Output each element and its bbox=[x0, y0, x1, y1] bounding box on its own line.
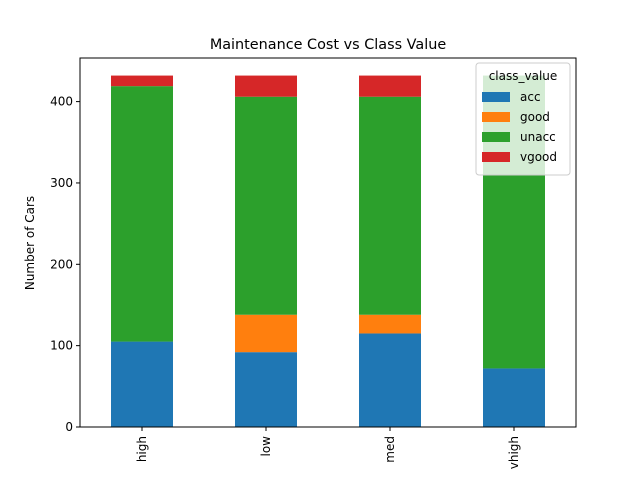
bar-low-unacc bbox=[235, 96, 297, 315]
legend-label-unacc: unacc bbox=[520, 130, 556, 144]
bar-med-unacc bbox=[359, 96, 421, 315]
bar-med-vgood bbox=[359, 75, 421, 97]
x-tick-label: high bbox=[135, 436, 149, 462]
legend: class_value acc good unacc vgood bbox=[475, 62, 571, 176]
legend-title: class_value bbox=[489, 69, 558, 83]
legend-box bbox=[475, 62, 571, 176]
legend-swatch-acc bbox=[482, 92, 510, 102]
x-tick-label: low bbox=[259, 436, 273, 457]
bar-low-acc bbox=[235, 352, 297, 427]
bar-med-acc bbox=[359, 333, 421, 427]
bar-high-vgood bbox=[111, 75, 173, 87]
bar-low-vgood bbox=[235, 75, 297, 97]
bar-vhigh-acc bbox=[483, 368, 545, 427]
y-tick-label: 200 bbox=[50, 257, 73, 271]
bar-high-unacc bbox=[111, 86, 173, 342]
legend-items: acc good unacc vgood bbox=[482, 90, 557, 164]
legend-label-acc: acc bbox=[520, 90, 541, 104]
x-tick-label: vhigh bbox=[507, 436, 521, 469]
y-tick-label: 0 bbox=[65, 420, 73, 434]
bar-high-acc bbox=[111, 341, 173, 427]
legend-label-vgood: vgood bbox=[520, 150, 557, 164]
chart-title: Maintenance Cost vs Class Value bbox=[210, 37, 447, 53]
x-tick-label: med bbox=[383, 436, 397, 463]
plot-frame bbox=[79, 57, 577, 428]
legend-swatch-unacc bbox=[482, 132, 510, 142]
legend-swatch-vgood bbox=[482, 152, 510, 162]
y-tick-label: 100 bbox=[50, 339, 73, 353]
y-tick-label: 300 bbox=[50, 176, 73, 190]
axes-layer: 0 100 200 300 400 high low med vhigh bbox=[50, 57, 577, 469]
legend-swatch-good bbox=[482, 112, 510, 122]
y-tick-label: 400 bbox=[50, 95, 73, 109]
legend-label-good: good bbox=[520, 110, 550, 124]
y-axis-label: Number of Cars bbox=[23, 196, 37, 290]
bar-med-good bbox=[359, 314, 421, 334]
bar-low-good bbox=[235, 314, 297, 353]
